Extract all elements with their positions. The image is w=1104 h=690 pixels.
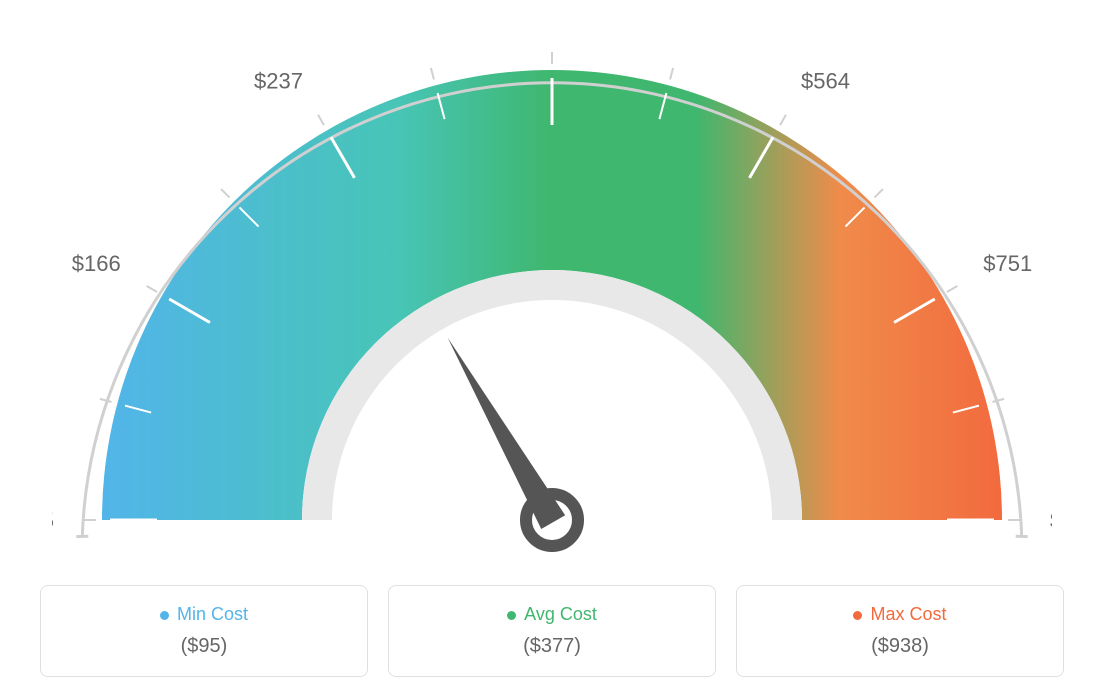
legend-max-value: ($938) [737, 635, 1063, 658]
legend-avg-value: ($377) [389, 635, 715, 658]
legend-max-label: Max Cost [737, 604, 1063, 625]
svg-text:$166: $166 [72, 251, 121, 276]
svg-text:$751: $751 [983, 251, 1032, 276]
svg-text:$237: $237 [254, 69, 303, 94]
legend-max-cost: Max Cost ($938) [736, 585, 1064, 677]
svg-text:$377: $377 [528, 20, 577, 23]
legend-min-cost: Min Cost ($95) [40, 585, 368, 677]
legend-avg-cost: Avg Cost ($377) [388, 585, 716, 677]
cost-gauge-chart: $95 $166 $237 $377 $564 $751 $938 [0, 0, 1104, 560]
svg-text:$564: $564 [801, 69, 850, 94]
gauge-svg: $95 $166 $237 $377 $564 $751 $938 [52, 20, 1052, 580]
svg-text:$938: $938 [1050, 508, 1052, 533]
legend-min-value: ($95) [41, 635, 367, 658]
legend-row: Min Cost ($95) Avg Cost ($377) Max Cost … [40, 585, 1064, 677]
legend-avg-label: Avg Cost [389, 604, 715, 625]
svg-text:$95: $95 [52, 508, 54, 533]
legend-min-label: Min Cost [41, 604, 367, 625]
